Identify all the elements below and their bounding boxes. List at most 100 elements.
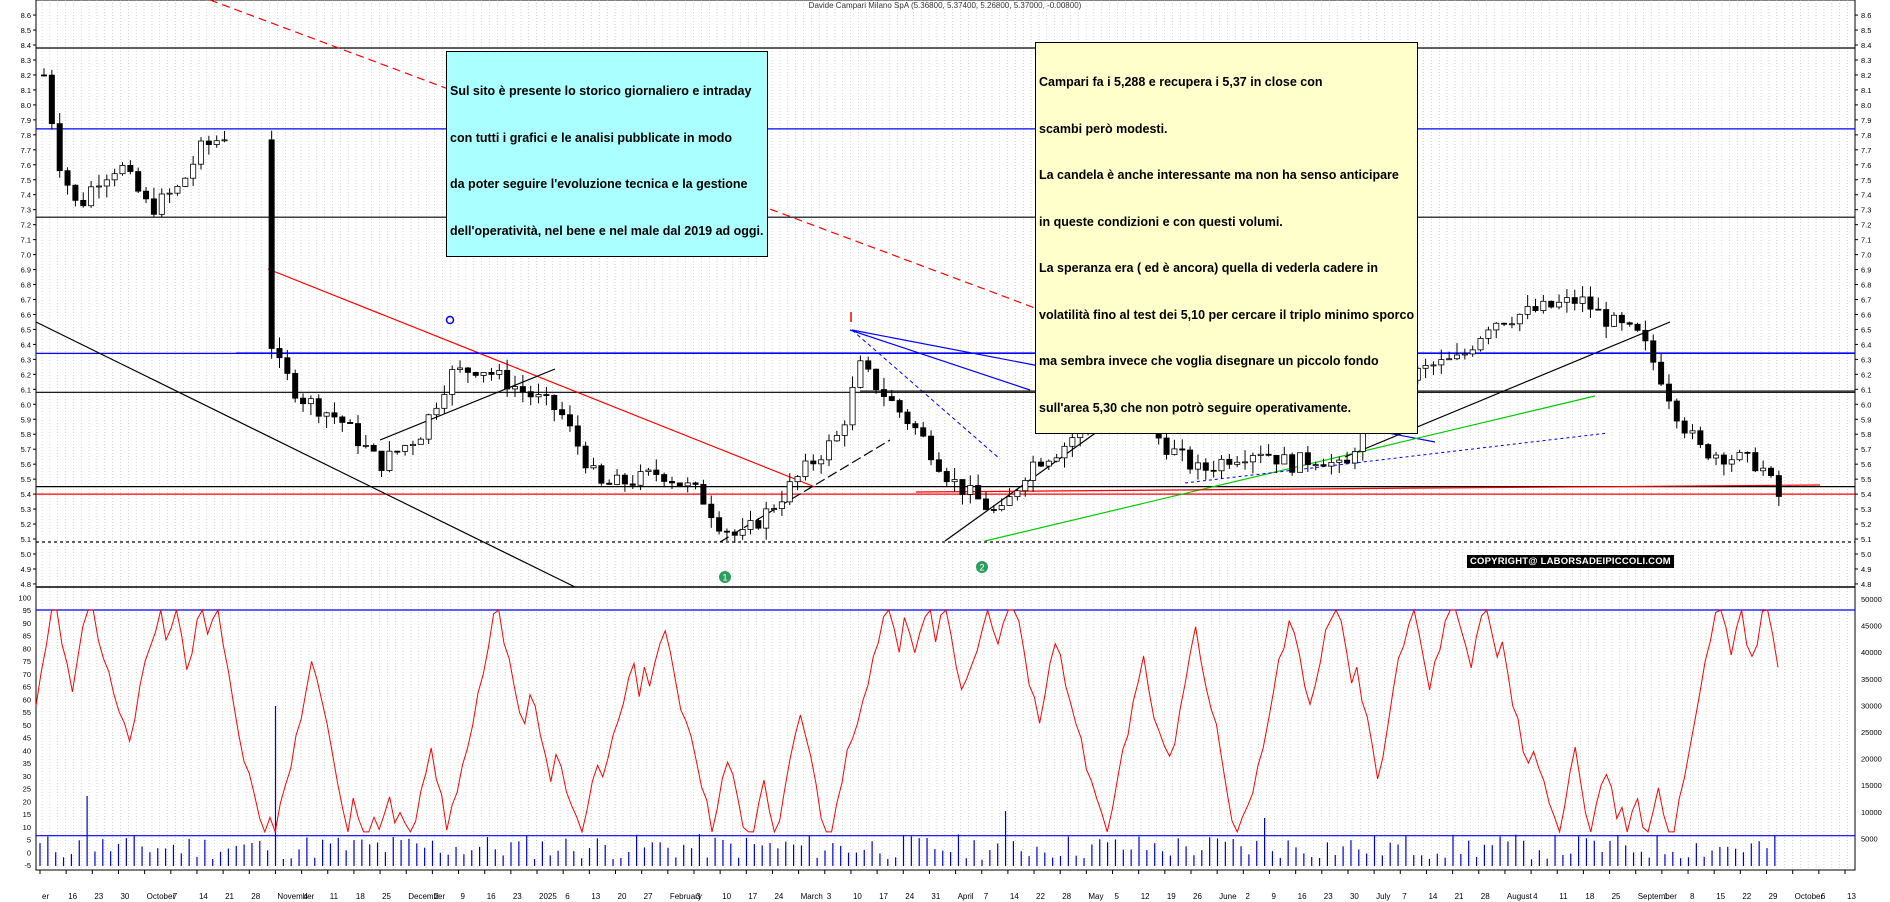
candle-body (802, 460, 809, 477)
candle-body (88, 186, 95, 207)
candle-body (857, 360, 864, 388)
x-tick-label: 25 (382, 892, 391, 901)
candle-body (488, 372, 495, 375)
candle-body (1477, 337, 1484, 351)
y-tick-label: 85 (23, 632, 31, 641)
candle-body (1014, 490, 1021, 498)
x-tick-label: 28 (1481, 892, 1490, 901)
candle-body (1218, 458, 1225, 472)
note-right-line: volatilità fino al test dei 5,10 per cer… (1039, 307, 1415, 322)
y-tick-label: 5.9 (1861, 415, 1871, 424)
y-tick-label: 5.4 (21, 490, 31, 499)
candle-body (1603, 309, 1610, 327)
candle-body (496, 370, 503, 375)
candle-body (818, 459, 825, 465)
candle-body (166, 192, 173, 195)
x-tick-label: 25 (1612, 892, 1621, 901)
oscillator-line (35, 608, 1779, 834)
y-tick-label: 8.0 (21, 101, 31, 110)
candle-body (983, 498, 990, 510)
note-right-line: Campari fa i 5,288 e recupera i 5,37 in … (1039, 75, 1323, 89)
candle-body (535, 394, 542, 398)
x-tick-label: 2 (1245, 892, 1250, 901)
candle-body (928, 435, 935, 461)
x-tick-label: 10 (722, 892, 731, 901)
x-tick-label: 6 (1821, 892, 1826, 901)
candle-body (433, 407, 440, 416)
y-tick-label: 7.0 (21, 251, 31, 260)
x-tick-label: 12 (1141, 892, 1150, 901)
candle-body (268, 139, 275, 349)
candle-body (582, 445, 589, 469)
y-tick-label: 8.5 (1861, 26, 1871, 35)
candle-body (1273, 454, 1280, 465)
candle-body (731, 531, 738, 536)
candle-body (1658, 361, 1665, 385)
y-tick-label: 7.2 (1861, 221, 1871, 230)
trend-line (849, 329, 1031, 391)
marker-circle (976, 561, 988, 573)
candle-body (402, 445, 409, 452)
candle-body (1030, 461, 1037, 481)
candle-body (661, 474, 668, 482)
y-tick-label: 6.2 (21, 370, 31, 379)
y-tick-label: 80 (23, 644, 31, 653)
x-tick-label: 22 (1742, 892, 1751, 901)
candle-body (386, 450, 393, 471)
note-left: Sul sito è presente lo storico giornalie… (446, 51, 768, 257)
candle-body (1720, 454, 1727, 465)
y-tick-label: 10000 (1861, 808, 1882, 817)
candle-body (1328, 461, 1335, 467)
x-tick-label: March (801, 892, 823, 901)
candle-body (1508, 323, 1515, 326)
y-tick-label: 6.3 (21, 355, 31, 364)
y-tick-label: 10 (23, 823, 31, 832)
x-tick-label: 29 (1769, 892, 1778, 901)
candle-body (1768, 467, 1775, 476)
candle-body (1618, 314, 1625, 324)
y-tick-label: 50 (23, 721, 31, 730)
note-right-line: sull'area 5,30 che non potrò seguire ope… (1039, 400, 1352, 415)
trend-line (35, 321, 576, 588)
candle-body (1257, 453, 1264, 456)
candle-body (865, 360, 872, 370)
x-tick-label: 3 (827, 892, 832, 901)
y-tick-label: 7.8 (21, 131, 31, 140)
candle-body (205, 140, 212, 145)
x-tick-label: 14 (1010, 892, 1019, 901)
candle-body (417, 438, 424, 445)
y-tick-label: 6.8 (1861, 281, 1871, 290)
candle-body (1556, 301, 1563, 308)
y-tick-label: 6.9 (21, 266, 31, 275)
candle-body (543, 394, 550, 396)
candle-body (1430, 364, 1437, 367)
candle-body (1775, 475, 1782, 497)
candle-body (72, 184, 79, 201)
candle-body (449, 369, 456, 395)
y-tick-label: 4.9 (1861, 565, 1871, 574)
y-tick-label: 6.5 (1861, 325, 1871, 334)
candle-body (1297, 452, 1304, 473)
x-tick-label: 21 (225, 892, 234, 901)
x-tick-label: 15 (1716, 892, 1725, 901)
y-tick-label: 7.5 (21, 176, 31, 185)
candle-body (150, 198, 157, 215)
y-tick-label: 6.0 (21, 400, 31, 409)
marker-label: 2 (979, 563, 984, 573)
candle-body (1760, 467, 1767, 472)
note-right-line: in queste condizioni e con questi volumi… (1039, 214, 1283, 229)
x-tick-label: er (42, 892, 49, 901)
candle-body (692, 482, 699, 485)
y-tick-label: 5.6 (1861, 460, 1871, 469)
candle-body (826, 440, 833, 461)
candle-body (1163, 437, 1170, 455)
candle-body (849, 387, 856, 426)
x-tick-label: 13 (591, 892, 600, 901)
candle-body (888, 396, 895, 401)
candle-body (1069, 437, 1076, 447)
y-tick-label: 4.8 (1861, 580, 1871, 589)
candle-body (645, 469, 652, 473)
chart-title: Davide Campari Milano SpA (5.36800, 5.37… (808, 1, 1082, 10)
y-tick-label: 6.1 (21, 385, 31, 394)
candle-body (912, 423, 919, 429)
